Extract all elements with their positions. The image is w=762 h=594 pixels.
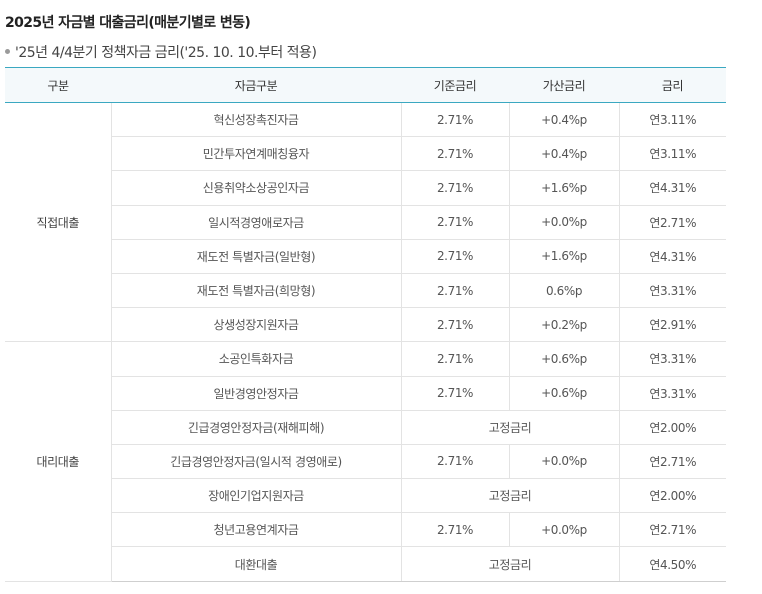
rate-cell: 연2.00% — [618, 410, 726, 445]
base-rate-cell: 2.71% — [400, 136, 509, 172]
add-rate-cell: +1.6%p — [508, 239, 619, 274]
header-add-rate: 가산금리 — [509, 67, 619, 103]
add-rate-cell: +0.0%p — [508, 512, 619, 548]
fund-name-cell: 대환대출 — [110, 546, 401, 582]
table-row: 신용취약소상공인자금 2.71% +1.6%p 연4.31% — [5, 170, 726, 206]
table-row: 민간투자연계매칭융자 2.71% +0.4%p 연3.11% — [5, 136, 726, 172]
table-row: 대리대출 소공인특화자금 2.71% +0.6%p 연3.31% — [5, 341, 726, 582]
table-header-row: 구분 자금구분 기준금리 가산금리 금리 — [5, 67, 726, 103]
rate-cell: 연3.31% — [618, 376, 726, 411]
fund-name-cell: 재도전 특별자금(일반형) — [110, 239, 401, 274]
bullet-icon — [5, 48, 10, 54]
add-rate-cell: +0.4%p — [508, 102, 619, 138]
header-category: 구분 — [5, 67, 111, 103]
fund-name-cell: 상생성장지원자금 — [110, 307, 401, 343]
table-row: 재도전 특별자금(희망형) 2.71% 0.6%p 연3.31% — [5, 273, 726, 309]
add-rate-cell: +0.6%p — [508, 376, 619, 411]
base-rate-cell: 2.71% — [400, 102, 509, 138]
fund-name-cell: 혁신성장촉진자금 — [110, 102, 401, 138]
fund-name-cell: 민간투자연계매칭융자 — [110, 136, 401, 172]
rate-cell: 연2.71% — [618, 205, 726, 240]
add-rate-cell: 0.6%p — [508, 273, 619, 309]
rate-cell: 연3.31% — [618, 273, 726, 309]
table-row: 재도전 특별자금(일반형) 2.71% +1.6%p 연4.31% — [5, 239, 726, 274]
table-row: 장애인기업지원자금 고정금리 연2.00% — [5, 478, 726, 514]
table-row: 긴급경영안정자금(재해피해) 고정금리 연2.00% — [5, 410, 726, 445]
rate-cell: 연4.31% — [618, 239, 726, 274]
base-rate-cell: 2.71% — [400, 512, 509, 548]
table-row: 일시적경영애로자금 2.71% +0.0%p 연2.71% — [5, 205, 726, 240]
fixed-rate-cell: 고정금리 — [400, 478, 619, 514]
fixed-rate-cell: 고정금리 — [400, 546, 619, 582]
base-rate-cell: 2.71% — [400, 307, 509, 343]
table-row: 대환대출 고정금리 연4.50% — [5, 546, 726, 582]
fund-name-cell: 소공인특화자금 — [110, 341, 401, 377]
add-rate-cell: +0.4%p — [508, 136, 619, 172]
table-row: 청년고용연계자금 2.71% +0.0%p 연2.71% — [5, 512, 726, 548]
base-rate-cell: 2.71% — [400, 341, 509, 377]
base-rate-cell: 2.71% — [400, 170, 509, 206]
add-rate-cell: +0.2%p — [508, 307, 619, 343]
rate-cell: 연4.50% — [618, 546, 726, 582]
fund-name-cell: 재도전 특별자금(희망형) — [110, 273, 401, 309]
base-rate-cell: 2.71% — [400, 444, 509, 480]
loan-rate-table: 구분 자금구분 기준금리 가산금리 금리 직접대출 혁신성장촉진자금 2.71% +0… — [5, 67, 726, 582]
fund-name-cell: 신용취약소상공인자금 — [110, 170, 401, 206]
category-cell: 대리대출 — [5, 341, 111, 582]
base-rate-cell: 2.71% — [400, 273, 509, 309]
rate-cell: 연2.71% — [618, 512, 726, 548]
rate-cell: 연2.91% — [618, 307, 726, 343]
base-rate-cell: 2.71% — [400, 239, 509, 274]
base-rate-cell: 2.71% — [400, 205, 509, 240]
rate-cell: 연3.11% — [618, 102, 726, 138]
table-body: 직접대출 혁신성장촉진자금 2.71% +0.4%p 연3.11% 민간투자연계매칭융자 2… — [5, 102, 726, 582]
header-base-rate: 기준금리 — [401, 67, 509, 103]
rate-cell: 연2.00% — [618, 478, 726, 514]
table-row: 긴급경영안정자금(일시적 경영애로) 2.71% +0.0%p 연2.71% — [5, 444, 726, 480]
fund-name-cell: 긴급경영안정자금(재해피해) — [110, 410, 401, 445]
rate-cell: 연3.31% — [618, 341, 726, 377]
subtitle-text: '25년 4/4분기 정책자금 금리('25. 10. 10.부터 적용) — [15, 45, 317, 61]
rate-cell: 연4.31% — [618, 170, 726, 206]
table-row: 직접대출 혁신성장촉진자금 2.71% +0.4%p 연3.11% — [5, 102, 726, 343]
table-row: 일반경영안정자금 2.71% +0.6%p 연3.31% — [5, 376, 726, 411]
header-rate: 금리 — [619, 67, 726, 103]
page-title: 2025년 자금별 대출금리(매분기별로 변동) — [5, 15, 251, 31]
add-rate-cell: +0.6%p — [508, 341, 619, 377]
table-row: 상생성장지원자금 2.71% +0.2%p 연2.91% — [5, 307, 726, 343]
rate-period-subtitle: '25년 4/4분기 정책자금 금리('25. 10. 10.부터 적용) — [5, 42, 317, 62]
base-rate-cell: 2.71% — [400, 376, 509, 411]
add-rate-cell: +1.6%p — [508, 170, 619, 206]
fund-name-cell: 긴급경영안정자금(일시적 경영애로) — [110, 444, 401, 480]
fund-name-cell: 일시적경영애로자금 — [110, 205, 401, 240]
header-fund-type: 자금구분 — [111, 67, 401, 103]
rate-cell: 연3.11% — [618, 136, 726, 172]
rate-cell: 연2.71% — [618, 444, 726, 480]
fixed-rate-cell: 고정금리 — [400, 410, 619, 445]
fund-name-cell: 일반경영안정자금 — [110, 376, 401, 411]
fund-name-cell: 장애인기업지원자금 — [110, 478, 401, 514]
add-rate-cell: +0.0%p — [508, 205, 619, 240]
fund-name-cell: 청년고용연계자금 — [110, 512, 401, 548]
category-cell: 직접대출 — [5, 102, 111, 343]
add-rate-cell: +0.0%p — [508, 444, 619, 480]
